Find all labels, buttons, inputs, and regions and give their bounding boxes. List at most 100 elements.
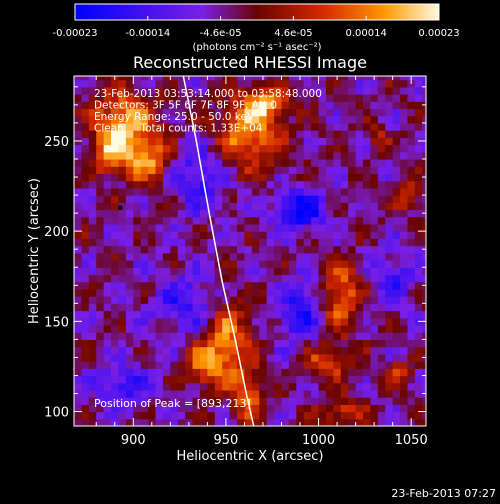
heatmap-cell	[266, 94, 275, 102]
heatmap-cell	[214, 101, 223, 110]
heatmap-cell	[133, 375, 142, 384]
heatmap-cell	[363, 332, 372, 341]
heatmap-cell	[185, 195, 194, 203]
heatmap-cell	[237, 76, 246, 81]
heatmap-cell	[377, 144, 386, 153]
heatmap-cell	[192, 144, 201, 153]
heatmap-cell	[414, 166, 423, 175]
heatmap-cell	[207, 397, 216, 405]
heatmap-cell	[103, 115, 112, 124]
heatmap-cell	[281, 375, 290, 384]
heatmap-cell	[118, 418, 127, 426]
heatmap-cell	[318, 195, 327, 203]
heatmap-cell	[400, 368, 409, 377]
heatmap-cell	[177, 76, 186, 81]
heatmap-cell	[303, 223, 312, 232]
heatmap-cell	[377, 101, 386, 110]
heatmap-cell	[303, 389, 312, 398]
heatmap-cell	[155, 137, 164, 146]
heatmap-cell	[407, 245, 416, 254]
heatmap-cell	[311, 151, 320, 160]
heatmap-cell	[422, 324, 426, 333]
heatmap-cell	[96, 389, 105, 398]
heatmap-cell	[103, 166, 112, 175]
heatmap-cell	[407, 180, 416, 189]
heatmap-cell	[125, 137, 134, 146]
heatmap-cell	[177, 260, 186, 268]
heatmap-cell	[266, 288, 275, 297]
heatmap-cell	[81, 368, 90, 377]
heatmap-cell	[414, 252, 423, 261]
heatmap-cell	[288, 375, 297, 384]
heatmap-cell	[140, 137, 149, 146]
heatmap-cell	[140, 231, 149, 239]
heatmap-cell	[348, 76, 357, 81]
heatmap-cell	[370, 353, 379, 362]
heatmap-cell	[118, 94, 127, 102]
heatmap-cell	[348, 353, 357, 362]
heatmap-cell	[170, 166, 179, 175]
heatmap-cell	[414, 267, 423, 276]
heatmap-cell	[148, 115, 157, 124]
heatmap-cell	[229, 404, 238, 413]
heatmap-cell	[207, 158, 216, 167]
heatmap-cell	[140, 397, 149, 405]
heatmap-cell	[288, 216, 297, 225]
heatmap-cell	[370, 245, 379, 254]
heatmap-cell	[266, 86, 275, 95]
heatmap-cell	[74, 151, 83, 160]
heatmap-cell	[311, 144, 320, 153]
heatmap-cell	[244, 361, 253, 369]
heatmap-cell	[140, 166, 149, 175]
heatmap-cell	[407, 411, 416, 420]
heatmap-cell	[237, 346, 246, 355]
heatmap-cell	[74, 267, 83, 276]
heatmap-cell	[162, 267, 171, 276]
heatmap-cell	[370, 151, 379, 160]
heatmap-cell	[148, 375, 157, 384]
heatmap-cell	[199, 252, 208, 261]
heatmap-cell	[385, 411, 394, 420]
heatmap-cell	[199, 375, 208, 384]
heatmap-cell	[125, 418, 134, 426]
heatmap-cell	[355, 173, 364, 182]
heatmap-cell	[237, 108, 246, 117]
heatmap-cell	[88, 115, 97, 124]
heatmap-cell	[251, 122, 260, 131]
heatmap-cell	[199, 245, 208, 254]
heatmap-cell	[340, 122, 349, 131]
heatmap-cell	[96, 101, 105, 110]
heatmap-cell	[363, 151, 372, 160]
heatmap-cell	[370, 303, 379, 312]
heatmap-cell	[303, 144, 312, 153]
heatmap-cell	[303, 195, 312, 203]
heatmap-cell	[281, 368, 290, 377]
heatmap-cell	[266, 187, 275, 196]
heatmap-cell	[199, 187, 208, 196]
heatmap-cell	[111, 209, 120, 218]
heatmap-cell	[222, 144, 231, 153]
heatmap-cell	[422, 382, 426, 391]
heatmap-cell	[222, 288, 231, 297]
heatmap-cell	[185, 209, 194, 218]
heatmap-cell	[140, 209, 149, 218]
heatmap-cell	[237, 274, 246, 283]
heatmap-cell	[140, 195, 149, 203]
heatmap-cell	[303, 404, 312, 413]
heatmap-cell	[407, 130, 416, 138]
heatmap-cell	[377, 94, 386, 102]
heatmap-cell	[207, 76, 216, 81]
heatmap-cell	[377, 231, 386, 239]
heatmap-cell	[148, 151, 157, 160]
heatmap-cell	[222, 346, 231, 355]
x-tick-label: 950	[214, 433, 239, 448]
heatmap-cell	[162, 86, 171, 95]
heatmap-cell	[281, 332, 290, 341]
heatmap-cell	[192, 115, 201, 124]
heatmap-cell	[274, 267, 283, 276]
heatmap-cell	[377, 166, 386, 175]
heatmap-cell	[88, 404, 97, 413]
heatmap-cell	[199, 166, 208, 175]
heatmap-cell	[81, 375, 90, 384]
